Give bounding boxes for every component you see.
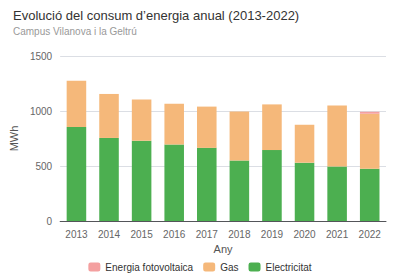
svg-text:2022: 2022 xyxy=(359,229,382,240)
svg-text:MWh: MWh xyxy=(8,126,20,152)
svg-text:Energia fotovoltaica: Energia fotovoltaica xyxy=(105,262,193,273)
svg-text:2014: 2014 xyxy=(98,229,121,240)
svg-text:2016: 2016 xyxy=(163,229,186,240)
svg-text:2015: 2015 xyxy=(130,229,153,240)
svg-text:2018: 2018 xyxy=(228,229,251,240)
svg-text:Gas: Gas xyxy=(220,262,238,273)
svg-text:1000: 1000 xyxy=(30,106,53,117)
svg-text:1500: 1500 xyxy=(30,51,53,62)
svg-text:500: 500 xyxy=(35,161,52,172)
svg-text:2017: 2017 xyxy=(196,229,219,240)
svg-text:Electricitat: Electricitat xyxy=(266,262,312,273)
svg-text:2021: 2021 xyxy=(326,229,349,240)
svg-text:0: 0 xyxy=(47,216,53,227)
svg-text:2013: 2013 xyxy=(65,229,88,240)
svg-text:Any: Any xyxy=(214,243,233,255)
svg-text:2019: 2019 xyxy=(261,229,284,240)
svg-text:Campus Vilanova i la Geltrú: Campus Vilanova i la Geltrú xyxy=(13,26,137,37)
svg-text:2020: 2020 xyxy=(293,229,316,240)
svg-text:Evolució del consum d’energia: Evolució del consum d’energia anual (201… xyxy=(13,8,299,23)
